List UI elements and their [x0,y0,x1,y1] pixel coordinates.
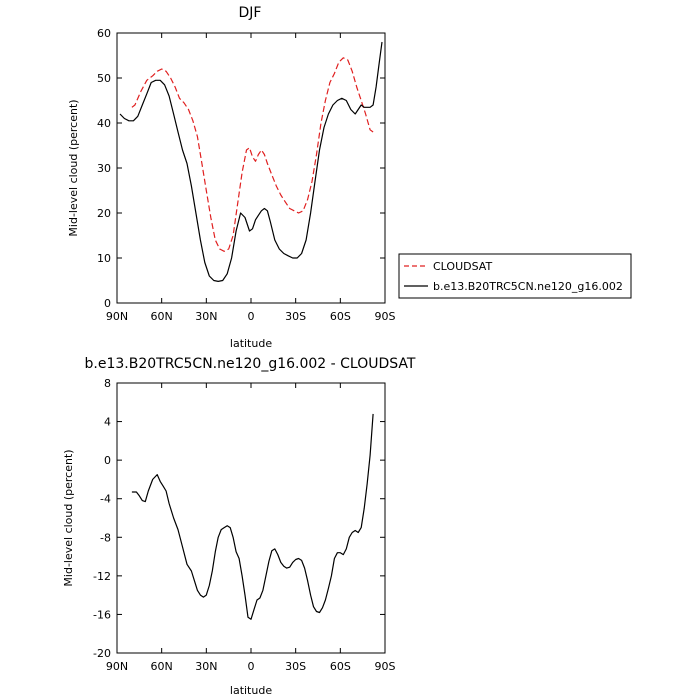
chart-bottom-y-tick-label: 4 [104,416,111,429]
chart-top-ticks: 90N 60N 30N 0 30S 60S 90S 0 10 20 30 40 50 60 [97,27,396,323]
chart-bottom-y-tick-label: -20 [93,647,111,660]
chart-bottom-x-tick-label: 90S [375,660,396,673]
chart-top-y-tick-label: 30 [97,162,111,175]
chart-top-y-tick-label: 0 [104,297,111,310]
chart-bottom-y-tick-label: -4 [100,493,111,506]
legend: CLOUDSAT b.e13.B20TRC5CN.ne120_g16.002 [398,253,632,299]
chart-bottom-x-tick-label: 30N [195,660,217,673]
chart-top-y-tick-label: 10 [97,252,111,265]
chart-top-x-tick-label: 0 [248,310,255,323]
chart-top-series [119,41,383,282]
chart-bottom-series [131,413,374,620]
chart-top: DJF Mid-level cloud (percent) latitude 9… [67,5,396,350]
chart-top-series-model-line [119,41,383,282]
chart-top-ylabel: Mid-level cloud (percent) [67,99,80,236]
chart-top-title: DJF [239,5,262,21]
chart-bottom-y-tick-label: 8 [104,377,111,390]
chart-top-y-tick-label: 60 [97,27,111,40]
chart-bottom-x-tick-label: 60N [151,660,173,673]
chart-top-x-tick-label: 30S [285,310,306,323]
chart-bottom-frame [116,382,386,654]
chart-bottom-x-tick-label: 90N [106,660,128,673]
chart-top-x-tick-label: 30N [195,310,217,323]
chart-bottom-title: b.e13.B20TRC5CN.ne120_g16.002 - CLOUDSAT [85,356,416,372]
chart-bottom-x-tick-label: 0 [248,660,255,673]
chart-bottom-y-tick-label: -8 [100,531,111,544]
chart-bottom: b.e13.B20TRC5CN.ne120_g16.002 - CLOUDSAT… [62,356,416,697]
chart-top-x-tick-label: 60S [330,310,351,323]
chart-top-x-tick-label: 90N [106,310,128,323]
chart-bottom-ylabel: Mid-level cloud (percent) [62,449,75,586]
legend-label-model: b.e13.B20TRC5CN.ne120_g16.002 [433,280,623,293]
chart-bottom-x-tick-label: 30S [285,660,306,673]
chart-top-y-tick-label: 20 [97,207,111,220]
chart-top-x-tick-label: 60N [151,310,173,323]
chart-bottom-xlabel: latitude [230,684,272,697]
legend-box [398,253,632,299]
chart-top-frame [116,32,386,304]
legend-label-cloudsat: CLOUDSAT [433,260,492,273]
chart-bottom-series-difference-line [131,413,374,620]
chart-bottom-x-tick-label: 60S [330,660,351,673]
chart-bottom-y-tick-label: -12 [93,570,111,583]
chart-top-y-tick-label: 40 [97,117,111,130]
chart-top-series-cloudsat-line [131,57,374,252]
chart-bottom-y-tick-label: -16 [93,608,111,621]
chart-bottom-ticks: 90N 60N 30N 0 30S 60S 90S -20 -16 -12 -8 -4 0 4 8 [93,377,395,673]
chart-top-y-tick-label: 50 [97,72,111,85]
chart-top-xlabel: latitude [230,337,272,350]
chart-top-x-tick-label: 90S [375,310,396,323]
chart-bottom-y-tick-label: 0 [104,454,111,467]
